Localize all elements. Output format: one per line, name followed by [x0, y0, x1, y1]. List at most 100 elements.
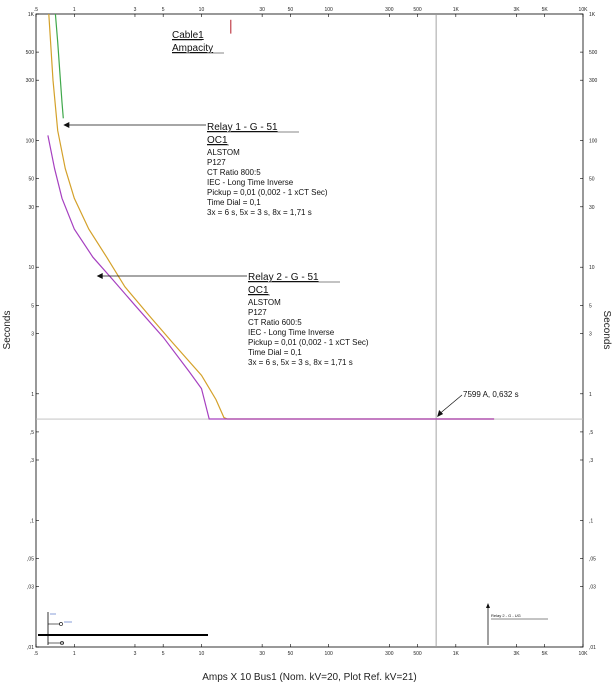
series-curve-2 [47, 135, 495, 420]
y-tick-label-right: 30 [589, 205, 595, 211]
relay2-annotation-detail-line: CT Ratio 600:5 [248, 318, 302, 327]
y-tick-label-left: 30 [28, 205, 34, 211]
relay1-annotation-detail-line: CT Ratio 800:5 [207, 168, 261, 177]
relay2-annotation-detail-line: 3x = 6 s, 5x = 3 s, 8x = 1,71 s [248, 358, 353, 367]
y-tick-label-left: ,01 [27, 645, 34, 651]
relay1-annotation-detail-line: P127 [207, 158, 226, 167]
x-tick-label-top: 100 [324, 7, 333, 13]
relay1-annotation-title: Relay 1 - G - 51 [207, 122, 278, 133]
y-tick-label-right: ,03 [589, 585, 596, 591]
relay2-annotation-subtitle: OC1 [248, 285, 269, 296]
point-annotation-arrow-head [437, 410, 444, 418]
relay1-arrow-head [63, 122, 70, 128]
x-tick-label-top: 300 [385, 7, 394, 13]
y-axis-label-left: Seconds [2, 311, 13, 350]
y-tick-label-left: 50 [28, 177, 34, 183]
point-annotation-arrow [437, 394, 463, 416]
x-tick-label-bottom: 30 [259, 651, 265, 657]
y-tick-label-left: ,3 [30, 458, 34, 464]
x-tick-label-top: 3 [134, 7, 137, 13]
series-curve-3 [54, 13, 64, 119]
y-tick-label-left: 500 [26, 50, 35, 56]
point-annotation-label: 7599 A, 0,632 s [463, 390, 519, 399]
y-tick-label-right: ,5 [589, 430, 593, 436]
relay2-annotation-detail-line: ALSTOM [248, 298, 281, 307]
x-tick-label-top: 3K [513, 7, 520, 13]
relay2-annotation-detail-line: Time Dial = 0,1 [248, 348, 302, 357]
y-tick-label-right: 50 [589, 177, 595, 183]
x-tick-label-top: 5K [542, 7, 549, 13]
x-tick-label-bottom: 300 [385, 651, 394, 657]
x-tick-label-bottom: 50 [288, 651, 294, 657]
y-tick-label-left: 300 [26, 78, 35, 84]
series-curves [47, 13, 495, 420]
bottom-right-marker-head [486, 603, 490, 608]
series-curve-1 [48, 13, 495, 420]
x-tick-label-bottom: 1K [453, 651, 460, 657]
mini-marker-2 [60, 641, 64, 645]
y-tick-label-left: 1 [31, 392, 34, 398]
y-tick-label-right: 5 [589, 303, 592, 309]
relay1-annotation-detail-line: Pickup = 0,01 (0,002 - 1 xCT Sec) [207, 188, 328, 197]
x-tick-label-bottom: 500 [413, 651, 422, 657]
relay2-arrow-head [96, 273, 103, 279]
plot-frame [35, 13, 584, 648]
y-tick-label-left: 100 [26, 139, 35, 145]
x-tick-label-bottom: 1 [73, 651, 76, 657]
y-tick-label-right: 100 [589, 139, 598, 145]
x-tick-label-top: 30 [259, 7, 265, 13]
x-tick-label-bottom: 10K [579, 651, 589, 657]
y-tick-label-left: 10 [28, 265, 34, 271]
y-tick-label-right: 3 [589, 331, 592, 337]
y-tick-label-right: 300 [589, 78, 598, 84]
x-tick-label-bottom: 3K [513, 651, 520, 657]
x-tick-label-bottom: .5 [34, 651, 38, 657]
x-tick-label-top: 10 [199, 7, 205, 13]
y-tick-label-left: 3 [31, 331, 34, 337]
relay2-annotation-detail-line: Pickup = 0,01 (0,002 - 1 xCT Sec) [248, 338, 369, 347]
mini-marker [59, 622, 63, 626]
bottom-right-label: Relay 2 - G - UG [491, 613, 521, 618]
x-tick-label-top: 1K [453, 7, 460, 13]
y-axis-label-right: Seconds [601, 311, 612, 350]
x-tick-label-top: 50 [288, 7, 294, 13]
y-tick-label-left: 1K [28, 12, 35, 18]
x-tick-label-top: .5 [34, 7, 38, 13]
y-tick-label-right: ,01 [589, 645, 596, 651]
y-tick-label-right: 1 [589, 392, 592, 398]
y-tick-label-right: 10 [589, 265, 595, 271]
cable-label-line1: Cable1 [172, 30, 204, 41]
axis-ticks: .5 .5 1 1 3 3 5 5 10 10 30 30 50 50 100 100 300 300 500 500… [26, 7, 598, 657]
relay2-annotation-detail-line: IEC - Long Time Inverse [248, 328, 335, 337]
y-tick-label-right: 1K [589, 12, 596, 18]
relay2-annotation-title: Relay 2 - G - 51 [248, 272, 319, 283]
relay2-annotation-detail-line: P127 [248, 308, 267, 317]
relay1-annotation-detail-line: Time Dial = 0,1 [207, 198, 261, 207]
x-tick-label-top: 5 [162, 7, 165, 13]
y-tick-label-left: 5 [31, 303, 34, 309]
relay1-annotation-subtitle: OC1 [207, 135, 228, 146]
y-tick-label-right: 500 [589, 50, 598, 56]
x-tick-label-top: 10K [579, 7, 589, 13]
y-tick-label-right: ,05 [589, 557, 596, 563]
y-tick-label-left: ,05 [27, 557, 34, 563]
relay1-annotation-detail-line: 3x = 6 s, 5x = 3 s, 8x = 1,71 s [207, 208, 312, 217]
y-tick-label-left: ,5 [30, 430, 34, 436]
x-tick-label-bottom: 10 [199, 651, 205, 657]
x-tick-label-bottom: 3 [134, 651, 137, 657]
x-tick-label-bottom: 5K [542, 651, 549, 657]
y-tick-label-right: ,1 [589, 518, 593, 524]
y-tick-label-right: ,3 [589, 458, 593, 464]
x-axis-label: Amps X 10 Bus1 (Nom. kV=20, Plot Ref. kV… [202, 672, 417, 683]
relay1-annotation-detail-line: ALSTOM [207, 148, 240, 157]
x-tick-label-top: 500 [413, 7, 422, 13]
x-tick-label-bottom: 100 [324, 651, 333, 657]
x-tick-label-top: 1 [73, 7, 76, 13]
y-tick-label-left: ,03 [27, 585, 34, 591]
cable-label-line2: Ampacity [172, 43, 213, 54]
y-tick-label-left: ,1 [30, 518, 34, 524]
bottom-left-mini-curves [38, 612, 208, 645]
x-tick-label-bottom: 5 [162, 651, 165, 657]
